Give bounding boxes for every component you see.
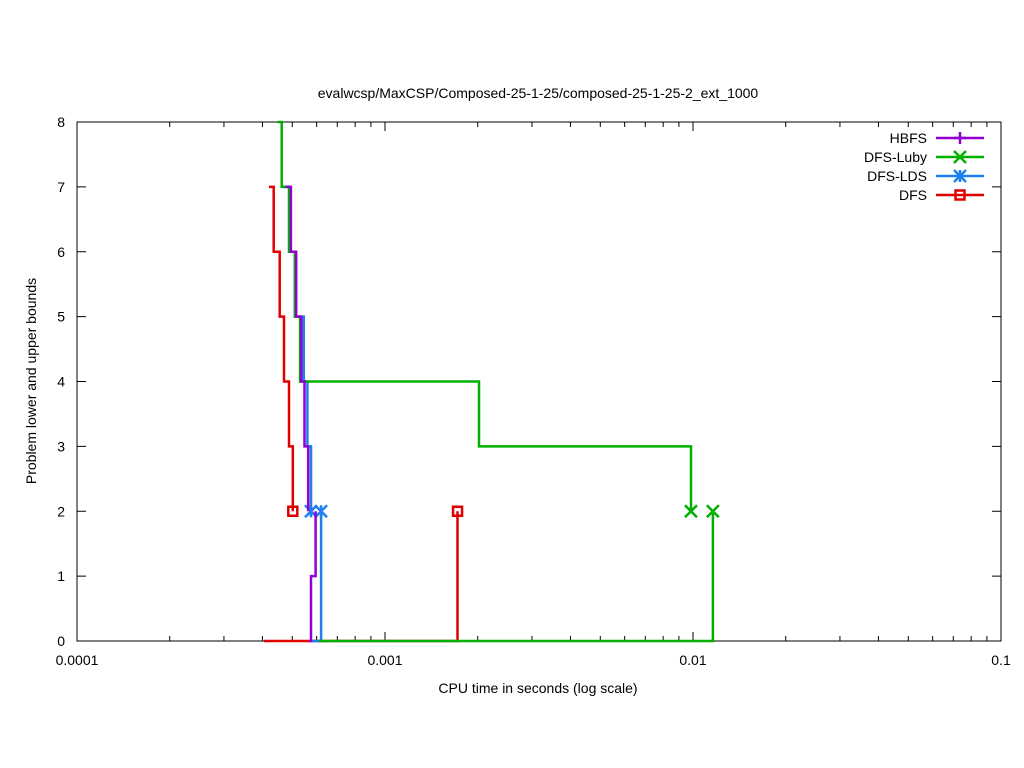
- point-marker-dfs: [451, 505, 464, 517]
- x-axis-title: CPU time in seconds (log scale): [438, 680, 637, 696]
- legend: HBFS DFS-Luby DFS-LDS DFS: [864, 130, 984, 203]
- y-tick-label: 7: [57, 179, 65, 195]
- y-tick-label: 8: [57, 114, 65, 130]
- y-tick-label: 1: [57, 568, 65, 584]
- point-marker-dfs-luby: [684, 504, 698, 519]
- y-tick-label: 6: [57, 244, 65, 260]
- y-tick-label: 4: [57, 374, 65, 390]
- x-tick-label: 0.0001: [56, 652, 99, 668]
- legend-label-dfs-lds: DFS-LDS: [867, 168, 927, 184]
- point-marker-dfs-lds: [314, 504, 328, 519]
- legend-marker-dfs-luby: [953, 150, 967, 164]
- y-tick-label: 3: [57, 438, 65, 454]
- lower-bound-line-dfs-luby: [318, 511, 715, 643]
- series-layer: [264, 120, 720, 643]
- upper-bound-line-dfs-luby: [277, 120, 693, 512]
- upper-bound-line-hbfs: [285, 185, 310, 512]
- plot-frame: [76, 121, 1002, 642]
- x-tick-label: 0.01: [679, 652, 706, 668]
- lower-bound-line-dfs: [264, 511, 459, 643]
- series-hbfs: [285, 185, 317, 643]
- y-tick-label: 5: [57, 309, 65, 325]
- upper-bound-line-dfs: [269, 185, 295, 512]
- plot-frame-group: [76, 121, 1002, 642]
- legend-marker-dfs: [954, 189, 966, 201]
- legend-marker-hbfs: [954, 132, 966, 144]
- chart-title: evalwcsp/MaxCSP/Composed-25-1-25/compose…: [318, 85, 759, 101]
- x-tick-label: 0.001: [367, 652, 402, 668]
- point-marker-dfs: [287, 505, 299, 517]
- series-dfs-luby: [277, 120, 720, 643]
- legend-label-hbfs: HBFS: [890, 130, 927, 146]
- upper-bound-line-dfs-lds: [283, 185, 313, 512]
- legend-marker-dfs-lds: [953, 169, 967, 183]
- y-tick-label: 0: [57, 633, 65, 649]
- point-marker-dfs-luby: [705, 504, 720, 519]
- legend-label-dfs-luby: DFS-Luby: [864, 149, 927, 165]
- y-tick-label: 2: [57, 503, 65, 519]
- x-tick-label: 0.1: [991, 652, 1011, 668]
- y-axis-title: Problem lower and upper bounds: [23, 278, 39, 484]
- legend-label-dfs: DFS: [899, 187, 927, 203]
- lower-bound-line-hbfs: [309, 511, 317, 643]
- ticks-layer: 0 1 2 3 4 5 6 7 8 0.0001 0.001 0.01 0.1: [56, 114, 1011, 668]
